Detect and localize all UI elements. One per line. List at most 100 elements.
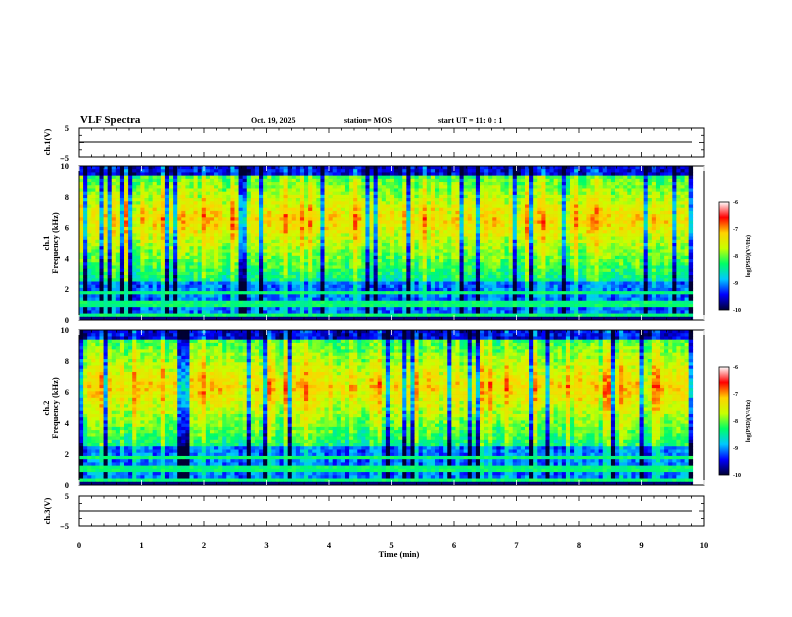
spectrogram-cell: [386, 249, 390, 253]
spectrogram-cell: [337, 221, 341, 225]
spectrogram-cell: [284, 246, 288, 250]
spectrogram-cell: [529, 188, 533, 192]
spectrogram-cell: [288, 208, 292, 212]
spectrogram-cell: [292, 198, 296, 202]
spectrogram-cell: [570, 185, 574, 189]
spectrogram-cell: [517, 195, 521, 199]
spectrogram-cell: [304, 182, 308, 186]
spectrogram-cell: [566, 240, 570, 244]
spectrogram-cell: [239, 179, 243, 183]
spectrogram-cell: [402, 172, 406, 176]
spectrogram-cell: [648, 205, 652, 209]
spectrogram-cell: [275, 214, 279, 218]
spectrogram-cell: [165, 221, 169, 225]
spectrogram-cell: [672, 192, 676, 196]
spectrogram-cell: [415, 179, 419, 183]
spectrogram-cell: [234, 198, 238, 202]
spectrogram-cell: [599, 195, 603, 199]
spectrogram-cell: [292, 214, 296, 218]
spectrogram-cell: [79, 214, 83, 218]
spectrogram-cell: [398, 240, 402, 244]
spectrogram-cell: [83, 201, 87, 205]
spectrogram-cell: [329, 237, 333, 241]
spectrogram-cell: [194, 166, 198, 170]
spectrogram-cell: [406, 192, 410, 196]
spectrogram-cell: [468, 221, 472, 225]
spectrogram-cell: [353, 192, 357, 196]
spectrogram-cell: [333, 262, 337, 266]
spectrogram-cell: [239, 265, 243, 269]
spectrogram-cell: [513, 182, 517, 186]
spectrogram-cell: [431, 214, 435, 218]
spectrogram-cell: [521, 217, 525, 221]
spectrogram-cell: [247, 259, 251, 263]
spectrogram-cell: [640, 253, 644, 257]
spectrogram-cell: [136, 201, 140, 205]
spectrogram-cell: [460, 205, 464, 209]
spectrogram-cell: [271, 188, 275, 192]
spectrogram-cell: [570, 179, 574, 183]
spectrogram-cell: [562, 240, 566, 244]
spectrogram-cell: [382, 237, 386, 241]
spectrogram-cell: [472, 233, 476, 237]
spectrogram-cell: [91, 265, 95, 269]
spectrogram-cell: [316, 211, 320, 215]
spectrogram-cell: [525, 201, 529, 205]
spectrogram-cell: [185, 211, 189, 215]
spectrogram-cell: [627, 182, 631, 186]
spectrogram-cell: [492, 269, 496, 273]
spectrogram-cell: [668, 259, 672, 263]
spectrogram-cell: [320, 259, 324, 263]
spectrogram-cell: [439, 214, 443, 218]
spectrogram-cell: [140, 185, 144, 189]
spectrogram-cell: [91, 272, 95, 276]
spectrogram-cell: [525, 195, 529, 199]
spectrogram-cell: [161, 246, 165, 250]
spectrogram-cell: [631, 211, 635, 215]
spectrogram-cell: [320, 246, 324, 250]
spectrogram-cell: [586, 265, 590, 269]
spectrogram-cell: [165, 246, 169, 250]
spectrogram-cell: [320, 227, 324, 231]
spectrogram-cell: [500, 208, 504, 212]
spectrogram-cell: [374, 253, 378, 257]
spectrogram-cell: [132, 262, 136, 266]
spectrogram-cell: [304, 166, 308, 170]
spectrogram-cell: [128, 205, 132, 209]
spectrogram-cell: [312, 253, 316, 257]
spectrogram-cell: [615, 256, 619, 260]
spectrogram-cell: [198, 211, 202, 215]
spectrogram-cell: [517, 192, 521, 196]
spectrogram-cell: [198, 192, 202, 196]
spectrogram-cell: [292, 262, 296, 266]
spectrogram-cell: [210, 179, 214, 183]
spectrogram-cell: [447, 243, 451, 247]
spectrogram-cell: [275, 208, 279, 212]
spectrogram-cell: [271, 211, 275, 215]
spectrogram-cell: [513, 195, 517, 199]
spectrogram-cell: [509, 192, 513, 196]
spectrogram-cell: [124, 205, 128, 209]
spectrogram-cell: [206, 211, 210, 215]
spectrogram-cell: [87, 259, 91, 263]
spectrogram-cell: [468, 169, 472, 173]
spectrogram-cell: [386, 262, 390, 266]
spectrogram-cell: [611, 211, 615, 215]
spectrogram-cell: [136, 259, 140, 263]
spectrogram-cell: [423, 233, 427, 237]
spectrogram-cell: [545, 217, 549, 221]
spectrogram-cell: [210, 205, 214, 209]
spectrogram-cell: [288, 233, 292, 237]
spectrogram-cell: [455, 269, 459, 273]
spectrogram-cell: [566, 256, 570, 260]
spectrogram-cell: [513, 243, 517, 247]
spectrogram-cell: [590, 259, 594, 263]
spectrogram-cell: [402, 176, 406, 180]
spectrogram-cell: [582, 221, 586, 225]
spectrogram-cell: [149, 179, 153, 183]
spectrogram-cell: [104, 230, 108, 234]
spectrogram-cell: [521, 249, 525, 253]
spectrogram-cell: [562, 166, 566, 170]
spectrogram-cell: [120, 243, 124, 247]
spectrogram-cell: [136, 172, 140, 176]
